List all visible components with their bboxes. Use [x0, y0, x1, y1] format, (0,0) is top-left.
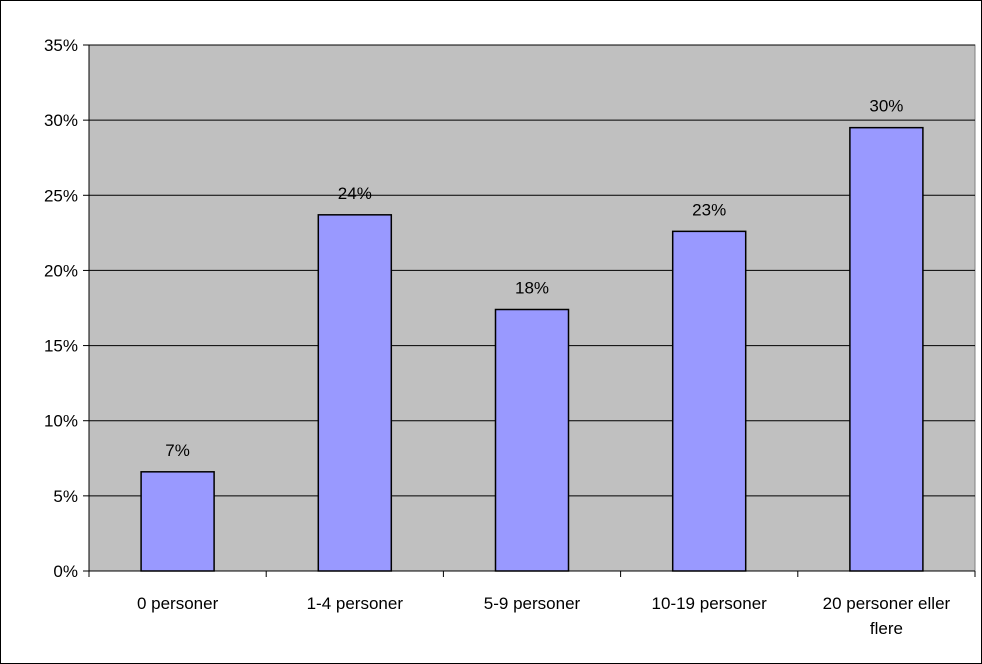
y-tick-label: 15%: [44, 337, 78, 356]
bar: [317, 214, 393, 572]
bars: [140, 126, 924, 572]
x-tick-label: 1-4 personer: [307, 594, 404, 613]
data-label: 30%: [869, 97, 903, 116]
y-tick-label: 25%: [44, 186, 78, 205]
x-tick-label: 0 personer: [137, 594, 219, 613]
data-label: 7%: [165, 441, 190, 460]
data-label: 23%: [692, 200, 726, 219]
bar: [671, 230, 747, 572]
x-tick-label: 20 personer eller flere: [823, 594, 951, 638]
y-tick-label: 10%: [44, 412, 78, 431]
y-tick-label: 5%: [53, 487, 78, 506]
bar: [494, 308, 570, 572]
data-label: 18%: [515, 279, 549, 298]
y-tick-label: 30%: [44, 111, 78, 130]
y-tick-label: 0%: [53, 562, 78, 581]
data-labels: 7% 24% 18% 23% 30%: [165, 97, 903, 460]
axes: [88, 45, 975, 572]
x-tick-label: 5-9 personer: [484, 594, 581, 613]
y-tick-label: 20%: [44, 261, 78, 280]
x-axis-ticks: 0 personer 1-4 personer 5-9 personer 10-19 …: [88, 571, 976, 638]
bar: [849, 126, 924, 572]
bar: [140, 471, 215, 572]
data-label: 24%: [338, 184, 372, 203]
y-axis-ticks: 0% 5% 10% 15% 20% 25% 30% 35%: [44, 36, 89, 581]
x-tick-label: 10-19 personer: [652, 594, 768, 613]
y-tick-label: 35%: [44, 36, 78, 55]
